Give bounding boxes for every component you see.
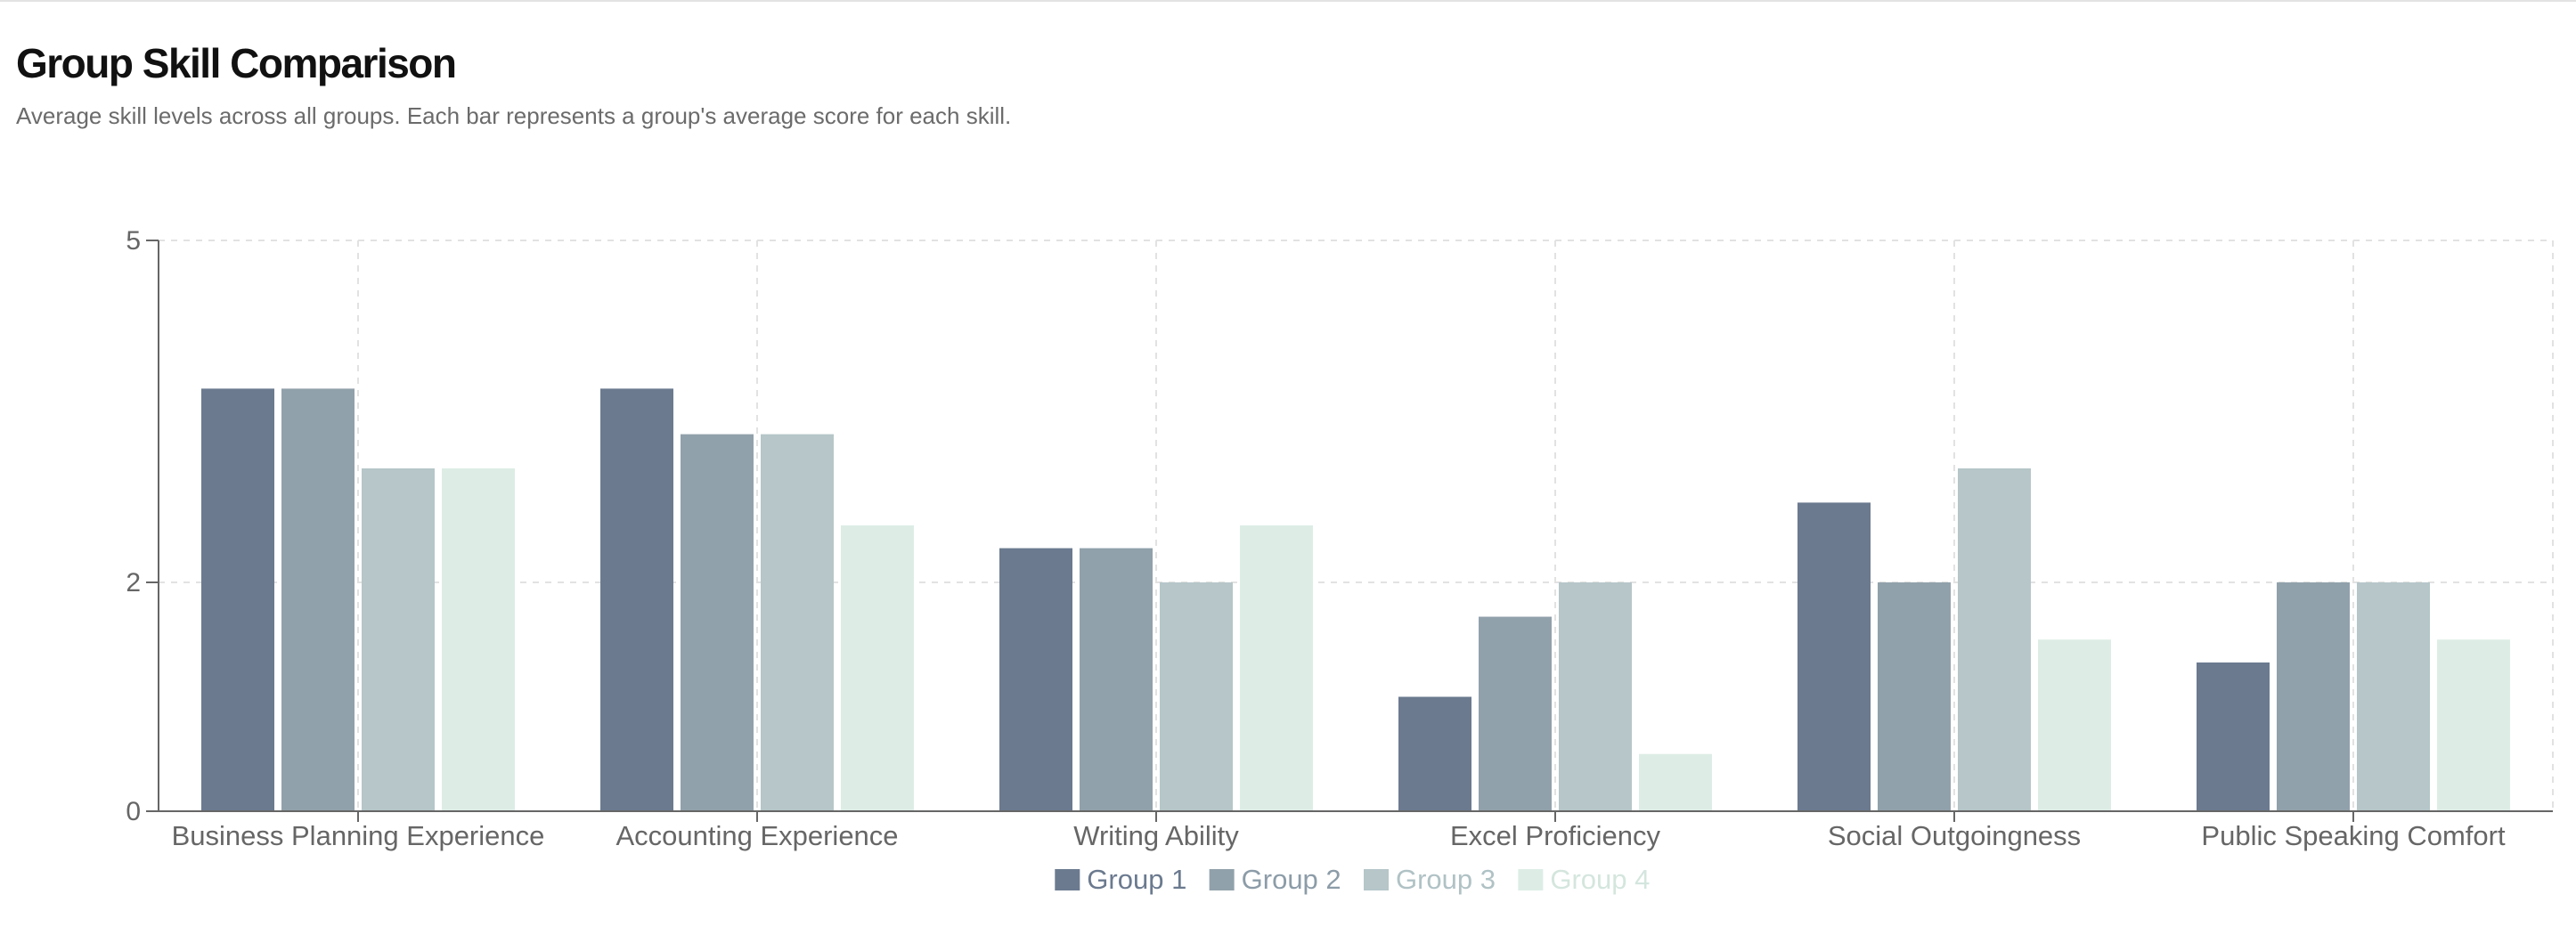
x-tick-label: Accounting Experience (615, 820, 898, 851)
x-tick-label: Excel Proficiency (1450, 820, 1661, 851)
bar-group-3 (761, 434, 834, 811)
chart-subtitle: Average skill levels across all groups. … (16, 102, 1012, 129)
legend-item-group-3[interactable]: Group 3 (1364, 864, 1496, 895)
bar-group-2 (281, 388, 355, 811)
bar-group-4 (2437, 639, 2510, 811)
bar-group-2 (681, 434, 754, 811)
bar-group-2 (1080, 548, 1153, 811)
legend-swatch (1364, 869, 1389, 890)
bar-group-1 (1398, 696, 1471, 811)
legend-item-group-4[interactable]: Group 4 (1518, 864, 1650, 895)
bar-group-1 (1797, 502, 1871, 811)
bar-group-1 (2197, 662, 2270, 811)
bar-group-3 (1958, 468, 2031, 811)
bar-group-4 (1240, 525, 1313, 811)
bar-group-3 (362, 468, 435, 811)
bar-group-3 (1160, 582, 1233, 811)
legend-item-group-1[interactable]: Group 1 (1055, 864, 1186, 895)
x-tick-label: Writing Ability (1073, 820, 1239, 851)
bar-group-1 (201, 388, 274, 811)
legend-swatch (1055, 869, 1080, 890)
bar-group-4 (841, 525, 914, 811)
bar-group-4 (442, 468, 515, 811)
bar-group-2 (1878, 582, 1951, 811)
legend-swatch (1209, 869, 1235, 890)
y-tick-label: 2 (126, 568, 141, 598)
legend-label: Group 4 (1550, 864, 1650, 895)
legend-label: Group 2 (1242, 864, 1341, 895)
bar-group-1 (600, 388, 673, 811)
x-tick-label: Business Planning Experience (172, 820, 545, 851)
legend[interactable]: Group 1 Group 2 Group 3 Group 4 (1055, 864, 1650, 895)
legend-item-group-2[interactable]: Group 2 (1209, 864, 1341, 895)
legend-label: Group 3 (1396, 864, 1496, 895)
top-divider (0, 0, 2576, 2)
bar-group-1 (999, 548, 1072, 811)
x-tick-label: Public Speaking Comfort (2201, 820, 2506, 851)
bar-group-4 (2038, 639, 2111, 811)
x-tick-label: Social Outgoingness (1828, 820, 2081, 851)
bar-group-3 (1559, 582, 1632, 811)
bar-group-2 (2277, 582, 2350, 811)
bar-group-2 (1479, 616, 1552, 811)
grid-lines (159, 240, 2554, 811)
legend-swatch (1518, 869, 1544, 890)
bars (201, 388, 2510, 811)
legend-label: Group 1 (1087, 864, 1186, 895)
y-tick-label: 0 (126, 797, 141, 826)
bar-group-4 (1639, 753, 1712, 811)
axes: 0 2 5 Business Planning Experience Accountin… (126, 226, 2553, 851)
page-title: Group Skill Comparison (16, 40, 457, 86)
y-tick-label: 5 (126, 226, 141, 256)
bar-group-3 (2357, 582, 2430, 811)
